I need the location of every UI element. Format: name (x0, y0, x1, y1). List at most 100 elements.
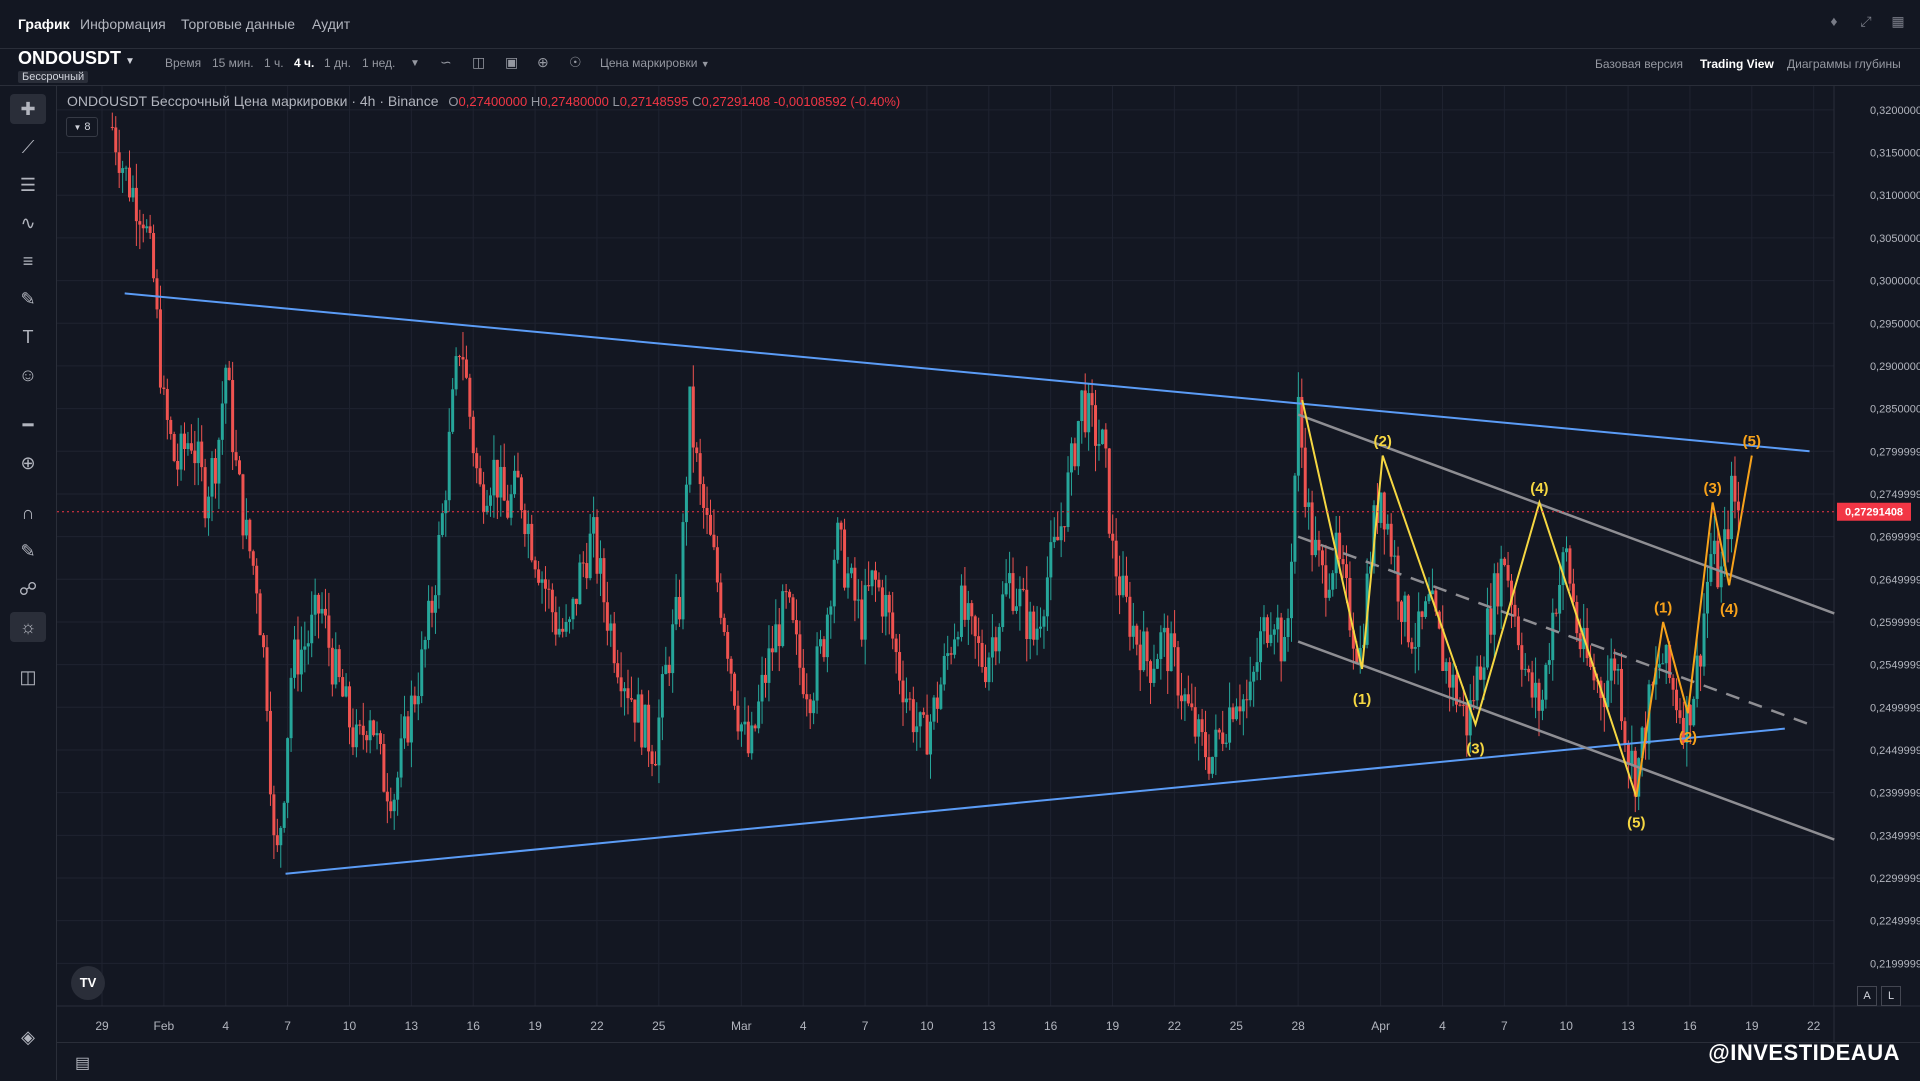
candle-body (557, 628, 561, 635)
candle-body (437, 534, 441, 596)
indicator-toggle[interactable]: ▼ 8 (66, 117, 98, 137)
candle-body (629, 698, 633, 700)
candle-body (516, 470, 520, 478)
candle-body (296, 639, 300, 675)
text-tool-icon[interactable]: T (22, 327, 34, 347)
tab-chart[interactable]: График (18, 16, 70, 32)
chart-type-icon[interactable]: ◫ (472, 54, 486, 70)
candle-body (588, 533, 592, 579)
y-tick-label: 0,24499999 (1870, 745, 1920, 757)
x-tick-label: 29 (95, 1019, 109, 1033)
candle-body (1379, 492, 1383, 523)
candle-body (1451, 674, 1455, 688)
candle-body (286, 738, 290, 803)
candle-body (1224, 742, 1228, 744)
candle-body (598, 558, 602, 574)
candle-body (1492, 573, 1496, 635)
candle-body (1076, 421, 1080, 467)
candle-body (1032, 611, 1036, 640)
projection-tool-icon[interactable]: ≡ (22, 251, 34, 271)
candle-body (691, 386, 695, 448)
candle-body (533, 560, 537, 570)
hide-drawings-icon[interactable]: ☼ (10, 612, 46, 642)
x-tick-label: 7 (284, 1019, 291, 1033)
candle-body (1716, 540, 1720, 588)
candle-body (915, 726, 919, 733)
auto-scale-button[interactable]: A (1857, 986, 1877, 1006)
ruler-icon[interactable]: ━ (22, 415, 34, 435)
candle-body (884, 594, 888, 617)
candle-body (970, 603, 974, 617)
layout-grid-icon[interactable]: ▦ (1891, 13, 1905, 29)
candle-body (574, 598, 578, 605)
candle-body (1207, 757, 1211, 774)
magnet-icon[interactable]: ∩ (21, 503, 35, 523)
bell-icon[interactable]: ♦ (1830, 13, 1838, 29)
candle-body (619, 677, 623, 692)
symbol-selector[interactable]: ONDOUSDT ▼ (18, 48, 135, 69)
timeframe-1d[interactable]: 1 дн. (324, 56, 351, 70)
candle-body (684, 484, 688, 523)
add-icon[interactable]: ⊕ (537, 54, 549, 70)
price-source-select[interactable]: Цена маркировки ▼ (600, 56, 710, 70)
candle-body (678, 596, 682, 620)
candle-body (1482, 667, 1486, 680)
settings-icon[interactable]: ☉ (569, 54, 582, 70)
timeframe-dropdown-icon[interactable]: ▼ (410, 58, 420, 69)
candle-body (272, 794, 276, 836)
layers-icon[interactable]: ◈ (21, 1027, 35, 1047)
view-depth[interactable]: Диаграммы глубины (1787, 57, 1901, 71)
camera-icon[interactable]: ▣ (505, 54, 519, 70)
brush-tool-icon[interactable]: ✎ (20, 289, 36, 309)
x-tick-label: Mar (731, 1019, 752, 1033)
candle-body (1279, 617, 1283, 662)
wave-orange-label: (1) (1654, 599, 1672, 616)
candle-body (213, 458, 217, 484)
candle-body (1069, 443, 1073, 473)
log-scale-button[interactable]: L (1881, 986, 1901, 1006)
view-tradingview[interactable]: Trading View (1700, 57, 1774, 71)
candle-body (1217, 729, 1221, 733)
zoom-icon[interactable]: ⊕ (20, 453, 36, 473)
lock-drawing-icon[interactable]: ✎ (20, 541, 36, 561)
candle-body (657, 717, 661, 766)
candle-body (1499, 558, 1503, 607)
pattern-tool-icon[interactable]: ∿ (20, 213, 36, 233)
date-range-icon[interactable]: ▤ (75, 1055, 91, 1072)
indicators-icon[interactable]: ∽ (440, 54, 452, 70)
x-tick-label: 4 (1439, 1019, 1446, 1033)
tab-trading-data[interactable]: Торговые данные (181, 16, 296, 32)
candle-body (1489, 608, 1493, 635)
collapse-icon[interactable]: ⤢ (1860, 13, 1872, 29)
candle-body (495, 459, 499, 498)
last-price-label: 0,27291408 (1845, 507, 1903, 519)
crosshair-icon[interactable]: ✚ (10, 94, 46, 124)
candle-body (1520, 645, 1524, 670)
candle-body (138, 221, 142, 225)
tab-info[interactable]: Информация (80, 16, 166, 32)
trendline-tool-icon[interactable]: ⟋ (21, 137, 35, 157)
candle-body (1351, 630, 1355, 649)
wave-orange-label: (5) (1743, 433, 1761, 450)
candle-body (1730, 475, 1734, 540)
legend-l-label: L (612, 94, 620, 109)
fib-tool-icon[interactable]: ☰ (19, 175, 37, 195)
view-basic[interactable]: Базовая версия (1595, 57, 1683, 71)
timeframe-15m[interactable]: 15 мин. (212, 56, 254, 70)
candle-body (1589, 658, 1593, 668)
x-tick-label: 4 (800, 1019, 807, 1033)
candle-body (145, 226, 149, 229)
candle-body (1568, 548, 1572, 584)
timeframe-1h[interactable]: 1 ч. (264, 56, 284, 70)
trash-icon[interactable]: ◫ (19, 667, 37, 687)
channel-lower (1297, 640, 1835, 841)
tab-audit[interactable]: Аудит (312, 16, 351, 32)
candle-body (1190, 703, 1194, 708)
timeframe-4h[interactable]: 4 ч. (294, 56, 315, 70)
candle-body (1166, 627, 1170, 672)
timeframe-1w[interactable]: 1 нед. (362, 56, 396, 70)
lock-icon[interactable]: ☍ (18, 579, 38, 599)
candle-body (1176, 647, 1180, 696)
emoji-tool-icon[interactable]: ☺ (18, 365, 38, 385)
